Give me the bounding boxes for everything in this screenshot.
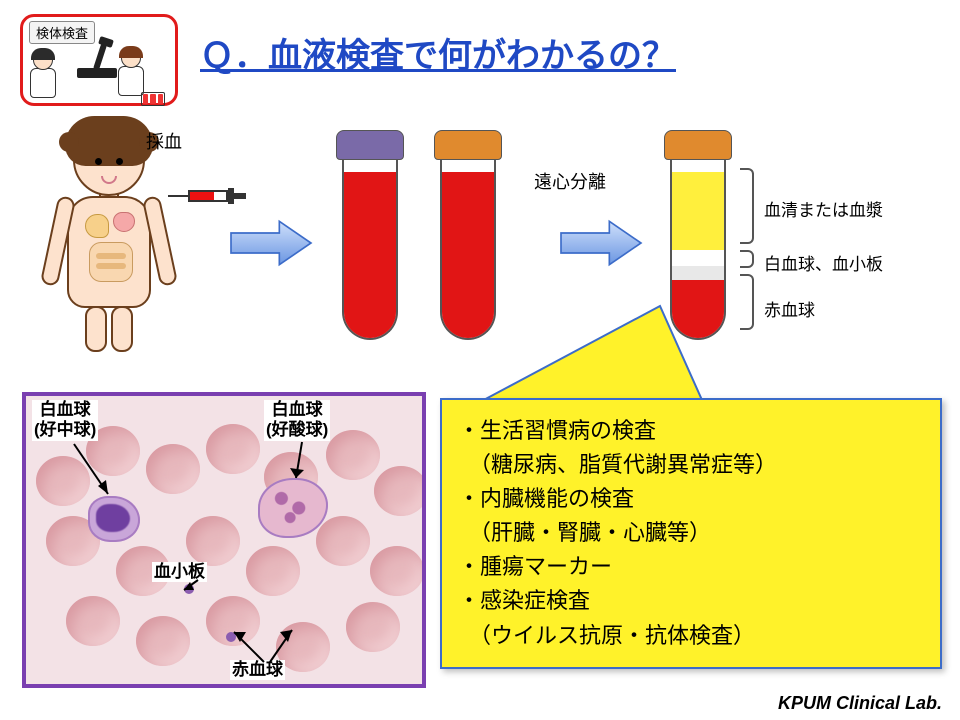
specimen-badge: 検体検査 (20, 14, 178, 106)
callout-line: ・感染症検査 (458, 584, 924, 618)
microscope-icon (77, 68, 117, 78)
label-serum: 血清または血漿 (764, 196, 883, 221)
callout-line: ・生活習慣病の検査 (458, 414, 924, 448)
bracket-serum (740, 168, 754, 244)
patient-figure (34, 124, 184, 364)
label-rbc: 赤血球 (764, 296, 815, 321)
label-wbc-plate: 白血球、血小板 (764, 250, 883, 275)
badge-illustration (29, 46, 169, 106)
bracket-wbc (740, 250, 754, 268)
callout-line: （肝臓・腎臓・心臓等） (458, 516, 924, 550)
slide-title: Ｑ．血液検査で何がわかるの？ (200, 28, 676, 77)
badge-label: 検体検査 (29, 21, 95, 44)
syringe-icon (178, 184, 248, 208)
label-centrifuge: 遠心分離 (534, 168, 606, 194)
tube-rack-icon (141, 92, 165, 106)
footer-credit: KPUM Clinical Lab. (778, 693, 942, 714)
arrow-2 (558, 218, 644, 268)
arrow-1 (228, 218, 314, 268)
micro-label-eosinophil: 白血球(好酸球) (264, 400, 330, 441)
micro-label-neutrophil: 白血球(好中球) (32, 400, 98, 441)
callout-line: （糖尿病、脂質代謝異常症等） (458, 448, 924, 482)
callout-line: ・腫瘍マーカー (458, 550, 924, 584)
callout-line: ・内臓機能の検査 (458, 482, 924, 516)
label-blood-draw: 採血 (146, 128, 182, 154)
info-callout: ・生活習慣病の検査 （糖尿病、脂質代謝異常症等）・内臓機能の検査 （肝臓・腎臓・… (440, 398, 942, 669)
tube-whole-1 (334, 130, 406, 340)
bracket-rbc (740, 274, 754, 330)
callout-line: （ウイルス抗原・抗体検査） (458, 619, 924, 653)
microscopy-image: 白血球(好中球) 白血球(好酸球) 血小板 赤血球 (22, 392, 426, 688)
